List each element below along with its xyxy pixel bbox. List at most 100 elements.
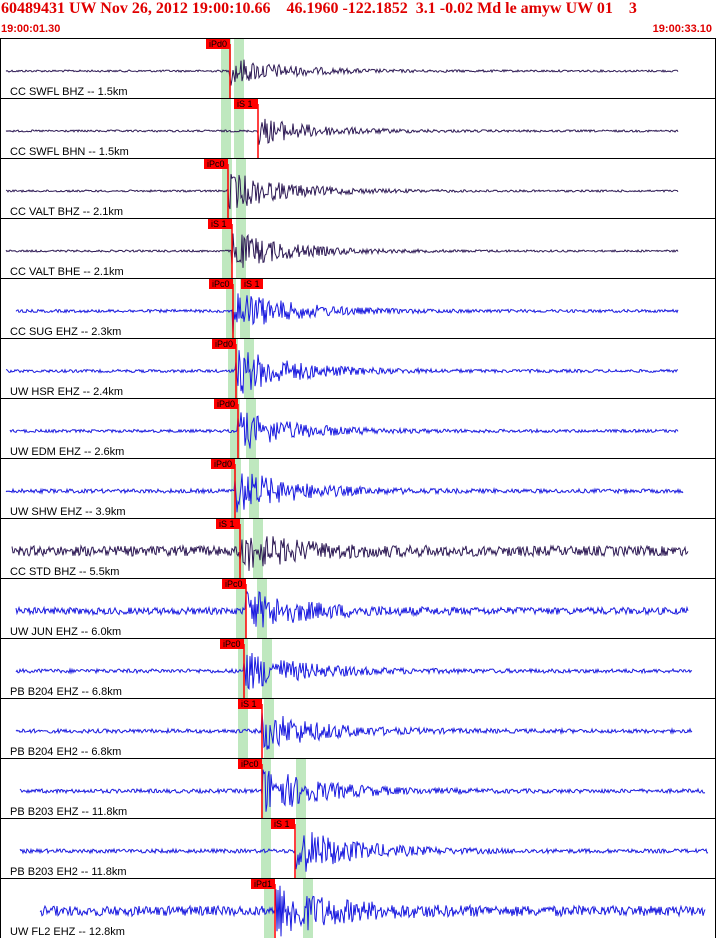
p-window <box>226 278 236 338</box>
pick-marker[interactable] <box>241 279 263 289</box>
pick-marker[interactable] <box>238 759 262 769</box>
s-window <box>249 458 259 518</box>
pick-marker[interactable] <box>216 519 240 529</box>
pick-marker[interactable] <box>212 339 236 349</box>
waveform <box>5 473 684 513</box>
pick-marker[interactable] <box>214 399 238 409</box>
trace-panel: iS 1 PB B204 EH2 -- 6.8km <box>0 698 716 759</box>
trace-panel: iPd1 UW FL2 EHZ -- 12.8km <box>0 878 716 938</box>
waveform <box>9 412 679 449</box>
trace-label: CC VALT BHE -- 2.1km <box>10 266 124 278</box>
pick-label: iPd0 <box>215 339 233 349</box>
waveform <box>5 350 679 394</box>
pick-label: iPd0 <box>214 459 232 469</box>
p-window <box>236 578 246 638</box>
s-window <box>264 698 274 758</box>
pick-marker[interactable] <box>206 39 230 49</box>
pick-marker[interactable] <box>209 279 233 289</box>
p-window <box>222 158 232 218</box>
trace-label: UW HSR EHZ -- 2.4km <box>10 386 123 398</box>
trace-panel: iS 1 CC SWFL BHN -- 1.5km <box>0 98 716 159</box>
pick-label: iS 1 <box>211 219 227 229</box>
p-window <box>221 98 231 158</box>
p-window <box>234 518 244 578</box>
pick-label: iPd1 <box>254 879 272 889</box>
pick-marker[interactable] <box>222 579 246 589</box>
pick-marker[interactable] <box>208 219 232 229</box>
seismogram-panels: iPd0 CC SWFL BHZ -- 1.5km iS 1 CC SWFL BHN … <box>0 38 716 938</box>
pick-marker[interactable] <box>271 819 295 829</box>
pick-marker[interactable] <box>234 99 258 109</box>
pick-label: iPc0 <box>223 639 241 649</box>
trace-label: PB B203 EHZ -- 11.8km <box>10 806 127 818</box>
end-time: 19:00:33.10 <box>652 23 712 35</box>
waveform <box>5 233 679 268</box>
s-window <box>234 98 244 158</box>
trace-label: UW SHW EHZ -- 3.9km <box>10 506 126 518</box>
pick-label: iPc0 <box>241 759 259 769</box>
seismogram-plot: iPd0 CC SWFL BHZ -- 1.5km iS 1 CC SWFL BHN … <box>0 38 716 938</box>
waveform <box>15 293 679 335</box>
trace-label: CC SUG EHZ -- 2.3km <box>10 326 121 338</box>
waveform <box>5 173 679 210</box>
s-window <box>236 158 246 218</box>
waveform <box>15 590 689 628</box>
p-window <box>264 878 274 938</box>
header: 60489431 UW Nov 26, 2012 19:00:10.66 46.… <box>0 0 716 38</box>
trace-panel: iPd0 UW SHW EHZ -- 3.9km <box>0 458 716 519</box>
waveform <box>5 59 679 86</box>
trace-panel: iPc0 PB B204 EHZ -- 6.8km <box>0 638 716 699</box>
trace-label: UW EDM EHZ -- 2.6km <box>10 446 124 458</box>
p-window <box>238 698 248 758</box>
s-window <box>303 878 313 938</box>
p-window <box>222 218 232 278</box>
p-window <box>228 338 238 398</box>
trace-panel: iPd0 CC SWFL BHZ -- 1.5km <box>0 38 716 99</box>
waveform <box>11 536 689 571</box>
p-window <box>221 38 231 98</box>
trace-panel: iPc0 PB B203 EHZ -- 11.8km <box>0 758 716 819</box>
trace-panel: iPd0 UW HSR EHZ -- 2.4km <box>0 338 716 399</box>
s-window <box>240 278 250 338</box>
start-time: 19:00:01.30 <box>1 23 61 35</box>
trace-panel: iS 1 CC STD BHZ -- 5.5km <box>0 518 716 579</box>
trace-label: CC VALT BHZ -- 2.1km <box>10 206 123 218</box>
pick-label: iS 1 <box>219 519 235 529</box>
trace-panel: iS 1 PB B203 EH2 -- 11.8km <box>0 818 716 879</box>
pick-label: iS 1 <box>274 819 290 829</box>
trace-label: PB B204 EH2 -- 6.8km <box>10 746 121 758</box>
trace-label: UW FL2 EHZ -- 12.8km <box>10 926 125 938</box>
pick-label: iPc0 <box>207 159 225 169</box>
trace-label: CC SWFL BHZ -- 1.5km <box>10 86 128 98</box>
trace-label: CC SWFL BHN -- 1.5km <box>10 146 129 158</box>
pick-label: iPc0 <box>212 279 230 289</box>
pick-marker[interactable] <box>251 879 275 889</box>
trace-panel: iPc0 UW JUN EHZ -- 6.0km <box>0 578 716 639</box>
waveform <box>5 118 679 145</box>
waveform <box>19 769 706 812</box>
pick-label: iPc0 <box>225 579 243 589</box>
p-window <box>230 398 240 458</box>
pick-label: iPd0 <box>209 39 227 49</box>
trace-panel: iS 1 CC VALT BHE -- 2.1km <box>0 218 716 279</box>
trace-panel: iPc0 CC VALT BHZ -- 2.1km <box>0 158 716 219</box>
s-window <box>236 218 246 278</box>
pick-label: iPd0 <box>217 399 235 409</box>
waveform <box>15 712 693 750</box>
pick-marker[interactable] <box>238 699 262 709</box>
waveform <box>39 885 706 937</box>
pick-marker[interactable] <box>204 159 228 169</box>
pick-marker[interactable] <box>220 639 244 649</box>
p-window <box>261 818 271 878</box>
s-window <box>296 818 306 878</box>
s-window <box>234 38 244 98</box>
trace-label: UW JUN EHZ -- 6.0km <box>10 626 121 638</box>
s-window <box>296 758 306 818</box>
waveform <box>19 832 709 872</box>
s-window <box>253 518 263 578</box>
waveform <box>15 652 693 690</box>
p-window <box>261 758 271 818</box>
pick-marker[interactable] <box>211 459 235 469</box>
trace-label: PB B204 EHZ -- 6.8km <box>10 686 122 698</box>
trace-panel: iPc0 iS 1 CC SUG EHZ -- 2.3km <box>0 278 716 339</box>
